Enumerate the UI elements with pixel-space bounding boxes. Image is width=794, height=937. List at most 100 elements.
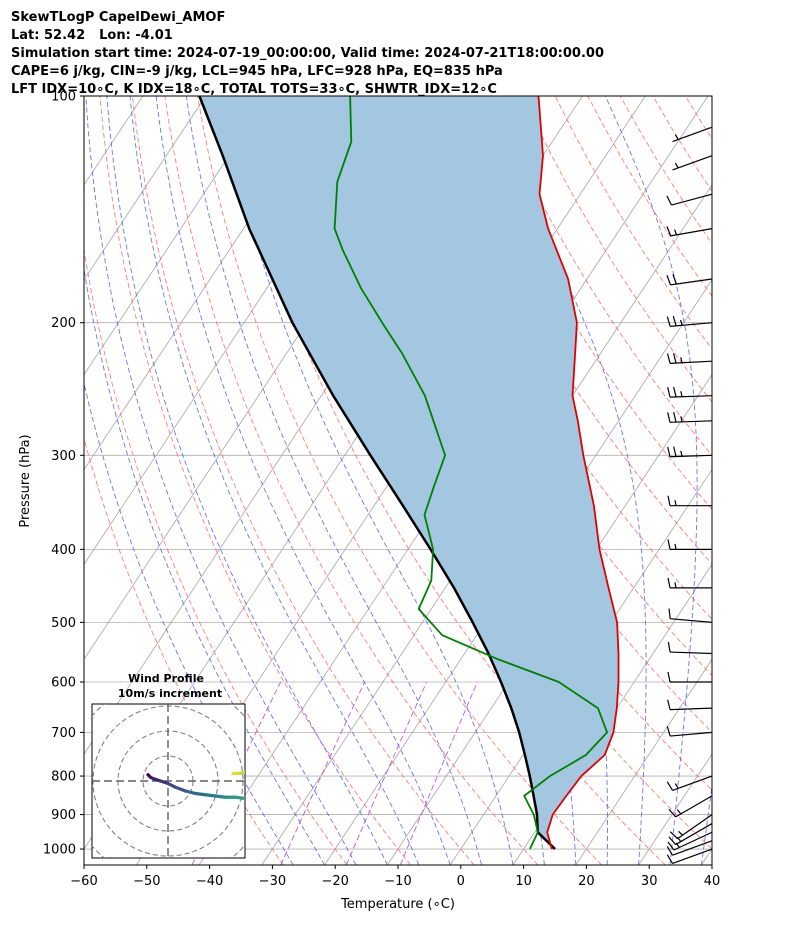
wind-barbs bbox=[666, 126, 713, 864]
moist-adiabat-line bbox=[185, 96, 483, 865]
wind-barb bbox=[666, 226, 713, 237]
wind-barb bbox=[672, 126, 713, 143]
wind-barb bbox=[666, 353, 713, 365]
moist-adiabat-line bbox=[85, 96, 357, 865]
hodograph-trace-segment bbox=[243, 770, 245, 774]
moist-adiabat-line bbox=[700, 783, 712, 865]
y-axis-label: Pressure (hPa) bbox=[18, 434, 33, 527]
wind-barb bbox=[667, 539, 712, 550]
isotherm-line bbox=[84, 96, 269, 376]
dry-adiabat-line bbox=[783, 96, 794, 865]
wind-barb bbox=[667, 699, 713, 711]
y-tick-label: 800 bbox=[51, 770, 76, 785]
hodograph-trace-segment bbox=[263, 772, 268, 776]
dry-adiabat-line bbox=[489, 96, 712, 457]
wind-barb bbox=[667, 412, 713, 423]
wind-barb bbox=[666, 315, 713, 327]
wind-barb bbox=[666, 193, 713, 206]
y-tick-label: 900 bbox=[51, 808, 76, 823]
x-tick-label: 0 bbox=[457, 874, 465, 889]
y-tick-label: 500 bbox=[51, 616, 76, 631]
x-tick-label: −50 bbox=[133, 874, 160, 889]
wind-barb bbox=[672, 155, 713, 171]
hodograph-subtitle: 10m/s increment bbox=[118, 687, 222, 700]
chart-header: SkewTLogP CapelDewi_AMOF Lat: 52.42 Lon: … bbox=[11, 9, 604, 99]
x-tick-label: 30 bbox=[641, 874, 658, 889]
axes: −60 −50 −40 −30 −20 −10 0 10 20 30 40 100 200 300 400 5… bbox=[43, 90, 720, 890]
isotherm-line bbox=[638, 753, 712, 865]
wind-barb bbox=[668, 608, 713, 623]
y-tick-label: 300 bbox=[51, 449, 76, 464]
wind-barb bbox=[667, 495, 712, 507]
dry-adiabat-line bbox=[652, 96, 712, 192]
hodograph-trace-segment bbox=[233, 795, 245, 801]
y-tick-label: 100 bbox=[51, 90, 76, 105]
wind-barb bbox=[667, 577, 712, 589]
isotherm-line bbox=[84, 96, 207, 281]
dry-adiabat-line bbox=[424, 96, 712, 565]
hodograph-trace-segment bbox=[193, 791, 208, 797]
hodograph-inset: Wind Profile 10m/s increment bbox=[91, 672, 268, 859]
wind-barb bbox=[667, 671, 712, 683]
x-tick-label: 20 bbox=[578, 874, 595, 889]
longitude-label: Lon: -4.01 bbox=[99, 28, 173, 43]
isotherm-line bbox=[0, 96, 17, 865]
isotherm-line bbox=[575, 658, 712, 865]
y-tick-label: 400 bbox=[51, 543, 76, 558]
dry-adiabat-line bbox=[84, 247, 348, 865]
wind-barb bbox=[666, 726, 713, 737]
hodograph-trace-segment bbox=[256, 771, 264, 772]
dry-adiabat-line bbox=[84, 436, 284, 865]
x-tick-label: −20 bbox=[321, 874, 348, 889]
moist-adiabat-line bbox=[129, 96, 420, 865]
parcel-profile-line bbox=[198, 96, 556, 850]
x-tick-label: 10 bbox=[515, 874, 532, 889]
isotherm-line bbox=[701, 848, 712, 865]
x-tick-label: −30 bbox=[259, 874, 286, 889]
y-tick-label: 700 bbox=[51, 726, 76, 741]
x-tick-label: 40 bbox=[704, 874, 721, 889]
mixing-ratio-line bbox=[280, 681, 366, 865]
location-line: Lat: 52.42 Lon: -4.01 bbox=[11, 27, 604, 45]
moist-adiabat-line bbox=[106, 96, 388, 865]
moist-adiabat-line bbox=[84, 266, 325, 865]
hodograph-trace-segment bbox=[213, 794, 228, 799]
chart-title: SkewTLogP CapelDewi_AMOF bbox=[11, 10, 226, 25]
y-tick-label: 600 bbox=[51, 675, 76, 690]
mixing-ratio-line bbox=[345, 681, 428, 865]
wind-barb bbox=[669, 814, 713, 840]
wind-barb bbox=[666, 840, 713, 856]
dry-adiabat-line bbox=[750, 96, 794, 865]
dry-adiabat-line bbox=[619, 96, 712, 245]
latitude-label: Lat: 52.42 bbox=[11, 28, 86, 43]
plot-area bbox=[0, 96, 794, 865]
mixing-ratio-line bbox=[399, 681, 478, 865]
x-tick-label: −60 bbox=[70, 874, 97, 889]
wind-barb bbox=[668, 795, 713, 818]
hodograph-trace-segment bbox=[253, 797, 263, 798]
wind-barb bbox=[667, 641, 713, 655]
hodograph-trace-segment bbox=[183, 789, 198, 796]
hodograph-title: Wind Profile bbox=[128, 672, 204, 685]
wind-barb bbox=[666, 274, 713, 286]
moist-adiabat-line bbox=[84, 381, 294, 865]
y-tick-label: 200 bbox=[51, 316, 76, 331]
x-tick-label: −40 bbox=[196, 874, 223, 889]
hodograph-plot bbox=[92, 704, 268, 858]
simulation-times: Simulation start time: 2024-07-19_00:00:… bbox=[11, 46, 604, 61]
hodograph-trace-segment bbox=[203, 793, 218, 798]
moist-adiabat-line bbox=[155, 96, 451, 865]
hodograph-trace-segment bbox=[263, 776, 268, 797]
wind-barb bbox=[668, 823, 713, 846]
dry-adiabat-line bbox=[164, 96, 539, 865]
wind-barb bbox=[667, 386, 713, 398]
dry-adiabat-line bbox=[457, 96, 712, 511]
dry-adiabat-line bbox=[718, 96, 794, 865]
isotherm-line bbox=[0, 96, 80, 865]
y-tick-label: 1000 bbox=[43, 843, 76, 858]
dry-adiabat-line bbox=[131, 96, 475, 865]
dry-adiabat-line bbox=[359, 96, 712, 677]
dewpoint-profile-line bbox=[333, 96, 608, 850]
moist-adiabat-line bbox=[604, 96, 698, 865]
